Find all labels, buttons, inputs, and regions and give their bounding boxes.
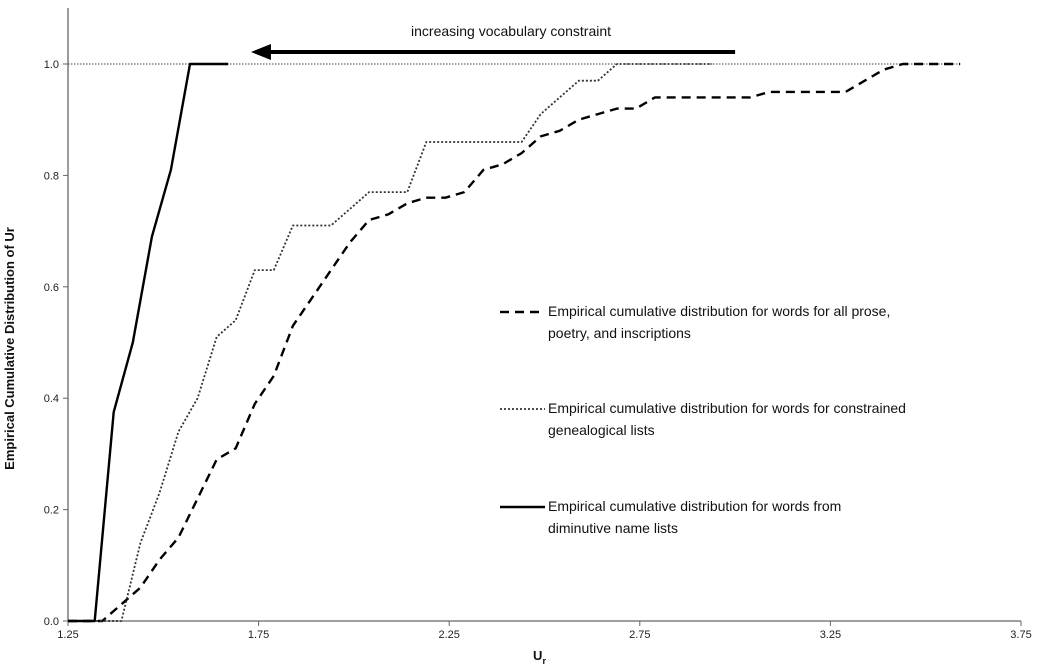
- legend-entry-text: Empirical cumulative distribution for wo…: [548, 303, 890, 319]
- y-axis-title: Empirical Cumulative Distribution of Ur: [2, 227, 17, 470]
- axes-layer: 0.0 0.2 0.4 0.6 0.8 1.0 1.25 1.75 2.25 2.75 3.25 3.…: [44, 8, 1032, 641]
- x-tick-label: 1.25: [57, 629, 78, 641]
- x-axis-title-main: U: [533, 648, 542, 663]
- x-tick-label: 2.75: [629, 629, 650, 641]
- x-axis-title-subscript: r: [542, 656, 546, 666]
- y-tick-label: 1.0: [44, 59, 59, 71]
- legend-entry-text: diminutive name lists: [548, 520, 678, 536]
- legend-entry-text: Empirical cumulative distribution for wo…: [548, 498, 841, 514]
- series-layer: [68, 62, 960, 623]
- series-line-solid: [68, 62, 229, 623]
- y-tick-label: 0.6: [44, 282, 59, 294]
- x-tick-label: 3.75: [1010, 629, 1031, 641]
- x-tick-label: 2.25: [438, 629, 459, 641]
- annotation-layer: increasing vocabulary constraint: [250, 23, 736, 60]
- y-tick-label: 0.4: [44, 393, 59, 405]
- y-tick-label: 0.0: [44, 616, 59, 628]
- x-axis-title: Ur: [533, 648, 546, 666]
- legend-entry-text: genealogical lists: [548, 422, 655, 438]
- series-line-dashed: [68, 62, 960, 623]
- legend: Empirical cumulative distribution for wo…: [500, 303, 906, 536]
- annotation-text: increasing vocabulary constraint: [411, 23, 611, 39]
- annotation-arrow-head: [250, 44, 271, 60]
- y-tick-label: 0.8: [44, 170, 59, 182]
- series-line-dotted: [68, 63, 713, 622]
- y-tick-label: 0.2: [44, 505, 59, 517]
- legend-entry-text: Empirical cumulative distribution for wo…: [548, 400, 906, 416]
- legend-entry-text: poetry, and inscriptions: [548, 325, 691, 341]
- x-tick-label: 3.25: [820, 629, 841, 641]
- axis-titles: Empirical Cumulative Distribution of Ur …: [2, 227, 546, 666]
- x-tick-label: 1.75: [248, 629, 269, 641]
